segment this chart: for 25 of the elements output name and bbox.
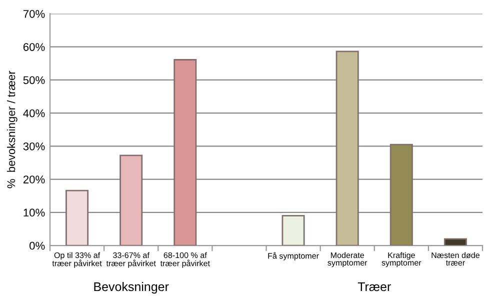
- bar: [390, 144, 413, 246]
- text: Bevoksninger: [94, 282, 169, 294]
- y-tick-label: 0%: [30, 242, 45, 250]
- y-axis-title: % bevoksninger / træer: [6, 70, 18, 188]
- y-tick-label: 20%: [23, 176, 45, 184]
- bar: [66, 190, 89, 246]
- bar: [444, 238, 467, 246]
- y-tick-label: 30%: [23, 142, 45, 150]
- x-tick-label: 33-67% af træer påvirket: [106, 252, 156, 268]
- bar: [174, 59, 197, 246]
- x-tick-label: Moderate symptomer: [328, 252, 368, 268]
- y-tick-label: 50%: [23, 76, 45, 84]
- x-tick-label: Næsten døde træer: [432, 252, 480, 266]
- y-tick-label: 10%: [24, 208, 45, 217]
- x-tick-label: Op til 33% af træer påvirket: [52, 252, 102, 268]
- x-tick-label: Kraftige symptomer: [382, 252, 422, 268]
- bar: [282, 215, 305, 246]
- x-tick-label: 68-100 % af træer påvirket: [160, 252, 210, 268]
- bar: [336, 50, 359, 246]
- y-tick-label: 60%: [23, 43, 45, 51]
- text: Træer: [358, 282, 391, 292]
- x-tick-label: Få symptomer: [268, 252, 319, 260]
- y-tick-label: 40%: [23, 109, 45, 118]
- y-tick-label: 70%: [23, 10, 45, 18]
- bar: [120, 154, 143, 246]
